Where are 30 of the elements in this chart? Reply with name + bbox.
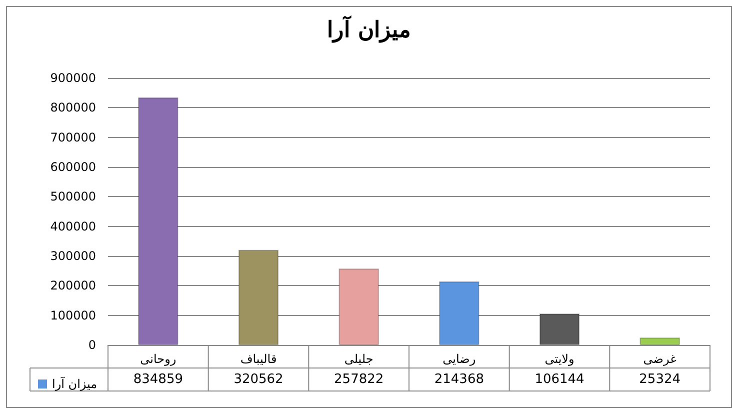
y-tick-label: 200000 — [50, 278, 96, 293]
data-label: 320562 — [234, 372, 284, 387]
x-tick-label: قالیباف — [240, 352, 277, 366]
data-label: 106144 — [534, 372, 584, 387]
y-tick-label: 900000 — [50, 71, 96, 85]
bar — [640, 337, 680, 345]
y-tick-label: 100000 — [50, 308, 96, 322]
bar — [238, 250, 279, 345]
y-tick-label: 400000 — [50, 219, 96, 234]
y-tick-label: 700000 — [50, 130, 96, 144]
y-tick-label: 500000 — [50, 190, 96, 204]
y-tick-label: 300000 — [50, 249, 96, 263]
data-label: 834859 — [133, 372, 183, 387]
data-label: 257822 — [334, 372, 384, 387]
bar — [338, 268, 379, 345]
bar — [439, 281, 480, 345]
legend-label: میزان آرا — [52, 376, 98, 391]
data-label: 25324 — [639, 372, 681, 387]
y-tick-label: 800000 — [50, 100, 96, 115]
y-tick-label: 0 — [88, 338, 96, 352]
bar — [539, 314, 580, 345]
x-tick-label: ولایتی — [544, 352, 574, 366]
x-tick-label: رضایی — [442, 352, 476, 366]
x-tick-label: غرضی — [643, 352, 676, 366]
x-tick-label: روحانی — [140, 352, 176, 366]
chart-title: میزان آرا — [327, 15, 411, 43]
y-tick-label: 600000 — [50, 160, 96, 174]
bar — [138, 97, 178, 345]
x-tick-label: جلیلی — [344, 352, 374, 366]
data-label: 214368 — [434, 372, 484, 387]
